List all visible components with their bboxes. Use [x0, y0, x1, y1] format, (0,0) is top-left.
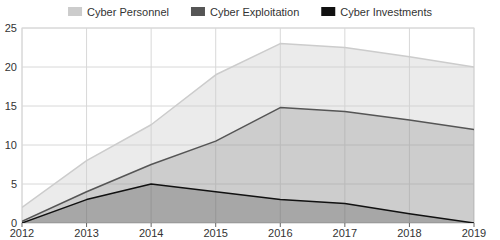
legend-item: Cyber Investments	[321, 6, 432, 18]
x-tick-label: 2014	[139, 227, 163, 239]
y-tick-label: 5	[11, 178, 17, 190]
area-line	[22, 184, 474, 223]
plot-area	[22, 44, 474, 223]
y-tick-label: 25	[5, 22, 17, 34]
legend: Cyber Personnel Cyber Exploitation Cyber I…	[68, 6, 432, 18]
legend-swatch	[191, 7, 205, 16]
chart-container: 0510152025201220132014201520162017201820…	[0, 0, 500, 240]
legend-item: Cyber Personnel	[68, 6, 169, 18]
legend-swatch	[68, 7, 82, 16]
x-tick-label: 2015	[203, 227, 227, 239]
area-line	[22, 44, 474, 208]
x-tick-label: 2018	[397, 227, 421, 239]
area-line	[22, 108, 474, 222]
legend-label: Cyber Personnel	[87, 6, 169, 18]
legend-swatch	[321, 7, 335, 16]
x-tick-label: 2017	[333, 227, 357, 239]
plot-frame	[22, 28, 474, 223]
y-tick-label: 15	[5, 100, 17, 112]
x-tick-label: 2016	[268, 227, 292, 239]
legend-label: Cyber Exploitation	[210, 6, 299, 18]
grid	[22, 28, 474, 223]
area	[22, 108, 474, 223]
x-tick-label: 2019	[462, 227, 486, 239]
y-grid-line	[22, 28, 474, 29]
y-tick-label: 20	[5, 61, 17, 73]
legend-label: Cyber Investments	[340, 6, 432, 18]
legend-item: Cyber Exploitation	[191, 6, 299, 18]
y-tick-label: 10	[5, 139, 17, 151]
chart-svg: 0510152025201220132014201520162017201820…	[0, 0, 500, 240]
x-tick-label: 2013	[74, 227, 98, 239]
area	[22, 44, 474, 223]
x-tick-label: 2012	[10, 227, 34, 239]
x-grid-line	[22, 28, 23, 223]
